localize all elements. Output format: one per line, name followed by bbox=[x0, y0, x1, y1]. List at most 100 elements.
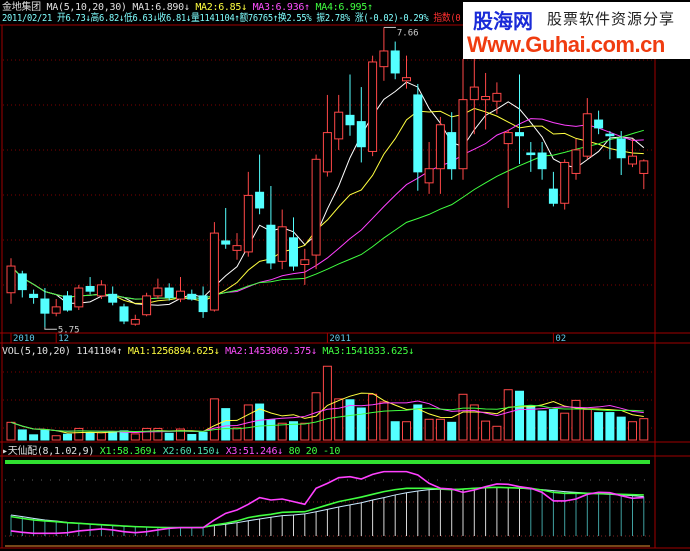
candle-up bbox=[571, 149, 581, 174]
volume-legend: VOL(5,10,20) 1141104↑ MA1:1256894.625↓ M… bbox=[2, 346, 414, 357]
x-tick-label: 12 bbox=[58, 334, 69, 344]
candle-down bbox=[356, 121, 366, 148]
quote-volume: 量1141104↑ bbox=[190, 13, 240, 24]
volume-bar-down bbox=[515, 390, 524, 441]
volume-bar-up bbox=[639, 418, 649, 441]
candle-down bbox=[390, 50, 400, 74]
volume-bar-down bbox=[187, 434, 197, 441]
candle-up bbox=[379, 50, 389, 68]
volume-bar-up bbox=[368, 393, 378, 441]
vol-value: 1141104↑ bbox=[76, 346, 123, 357]
candle-up bbox=[322, 132, 332, 173]
indicator-name[interactable]: ▸天仙配 bbox=[2, 446, 37, 457]
x-tick-label: 2010 bbox=[13, 334, 35, 344]
vol-params: VOL(5,10,20) bbox=[2, 346, 71, 357]
volume-bar-down bbox=[605, 412, 615, 441]
candle-up bbox=[435, 124, 445, 170]
volume-bar-down bbox=[17, 429, 27, 441]
vol-ma1: MA1:1256894.625↓ bbox=[127, 346, 220, 357]
price-annotation-label: 7.66 bbox=[397, 28, 419, 38]
volume-bar-up bbox=[232, 427, 242, 441]
candle-down bbox=[447, 132, 457, 170]
volume-bar-down bbox=[356, 407, 366, 441]
quote-amplitude: 振2.78% bbox=[316, 13, 350, 24]
volume-bar-down bbox=[447, 421, 457, 441]
candle-down bbox=[548, 188, 558, 204]
candle-down bbox=[40, 298, 50, 314]
candle-up bbox=[142, 295, 152, 316]
volume-bar-up bbox=[142, 427, 152, 441]
candle-down bbox=[616, 138, 626, 159]
volume-bar-up bbox=[322, 365, 332, 441]
candle-up bbox=[639, 160, 649, 174]
candle-up bbox=[368, 61, 378, 152]
volume-bar-down bbox=[413, 404, 423, 441]
volume-bar-up bbox=[424, 418, 434, 441]
watermark-logo: 股海网 股票软件资源分享 Www.Guhai.com.cn bbox=[463, 2, 690, 59]
indicator-x2: X2:60.150↓ bbox=[162, 446, 221, 457]
indicator-x3: X3:51.246↓ bbox=[225, 446, 284, 457]
candle-up bbox=[232, 245, 242, 251]
x-tick-label: 02 bbox=[555, 334, 566, 344]
volume-bar-down bbox=[594, 412, 604, 441]
volume-bar-down bbox=[289, 421, 298, 441]
candle-down bbox=[119, 306, 129, 322]
candle-down bbox=[605, 133, 615, 137]
quote-amount: 额76765↑ bbox=[239, 13, 278, 24]
volume-panel[interactable] bbox=[6, 365, 649, 441]
quote-line: 2011/02/21 开6.73↓高6.82↓低6.63↓收6.81↓量1141… bbox=[2, 13, 461, 24]
candle-up bbox=[243, 194, 253, 253]
volume-bar-up bbox=[458, 393, 468, 441]
price-panel[interactable]: 7.66 5.75 2010 12 2011 02 bbox=[6, 26, 649, 344]
volume-bar-down bbox=[345, 399, 355, 441]
candle-down bbox=[85, 285, 95, 292]
candle-up bbox=[402, 77, 411, 82]
indicator-levels: 80 20 -10 bbox=[288, 446, 341, 457]
volume-bar-up bbox=[481, 420, 491, 441]
volume-bar-down bbox=[108, 431, 118, 441]
candle-up bbox=[334, 111, 344, 140]
quote-low: 低6.63↓ bbox=[123, 13, 158, 24]
volume-bar-up bbox=[130, 433, 140, 441]
candle-down bbox=[198, 295, 208, 313]
candle-up bbox=[503, 132, 513, 145]
volume-bar-up bbox=[51, 435, 61, 441]
indicator-params: (8,1.02,9) bbox=[36, 446, 95, 457]
quote-high: 高6.82↓ bbox=[90, 13, 125, 24]
ma1-value: MA1:6.890↓ bbox=[132, 2, 190, 13]
candle-up bbox=[6, 265, 16, 294]
vol-ma3: MA3:1541833.625↓ bbox=[322, 346, 414, 357]
volume-bar-up bbox=[503, 389, 513, 441]
watermark-tagline: 股票软件资源分享 bbox=[547, 10, 676, 28]
indicator-panel[interactable] bbox=[5, 460, 650, 547]
candle-up bbox=[300, 259, 310, 265]
stock-name: 金地集团 bbox=[2, 2, 41, 13]
candle-down bbox=[537, 152, 547, 170]
volume-bar-down bbox=[85, 432, 95, 441]
indicator-x3-line bbox=[10, 470, 644, 535]
candle-up bbox=[96, 284, 106, 297]
candle-up bbox=[176, 290, 185, 300]
volume-bar-down bbox=[164, 432, 174, 441]
vol-ma2: MA2:1453069.375↓ bbox=[225, 346, 317, 357]
volume-bar-down bbox=[198, 431, 208, 441]
candle-up bbox=[481, 96, 491, 101]
volume-bar-down bbox=[221, 408, 231, 441]
volume-bar-down bbox=[255, 403, 265, 441]
volume-bar-down bbox=[266, 419, 276, 441]
candle-down bbox=[108, 293, 118, 303]
indicator-legend: ▸天仙配(8,1.02,9) X1:58.369↓ X2:60.150↓ X3:… bbox=[2, 446, 340, 457]
quote-turnover: 换2.55% bbox=[277, 13, 312, 24]
index-label: 指数(0 bbox=[433, 13, 461, 24]
volume-bar-down bbox=[526, 405, 536, 441]
volume-bar-up bbox=[582, 409, 592, 441]
candle-up bbox=[469, 86, 479, 101]
candle-up bbox=[74, 287, 84, 308]
volume-bar-up bbox=[492, 425, 502, 441]
ma-params: MA(5,10,20,30) bbox=[46, 2, 127, 13]
volume-bar-up bbox=[6, 421, 16, 441]
candle-up bbox=[458, 99, 468, 170]
volume-bar-down bbox=[537, 410, 547, 441]
candle-down bbox=[594, 119, 604, 129]
